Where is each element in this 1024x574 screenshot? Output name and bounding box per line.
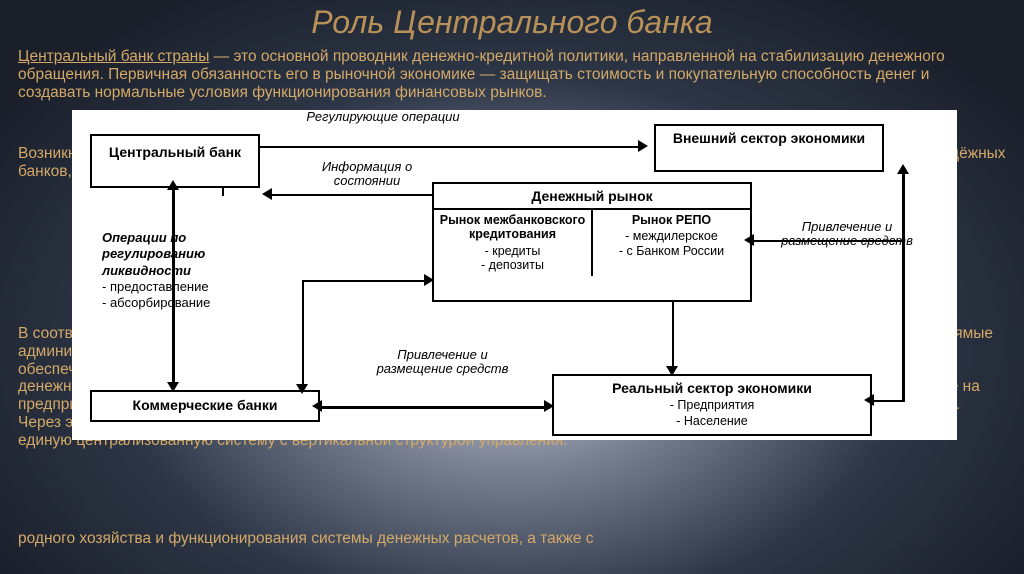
intro-paragraph: Центральный банк страны — это основной п… — [18, 48, 1006, 101]
label-liquidity-items: - предоставление - абсорбирование — [102, 279, 210, 310]
label-attract-2: Привлечение и размещение средств — [360, 348, 525, 377]
edge-cb-comm — [172, 188, 175, 388]
arrow-ext-mm — [744, 234, 754, 246]
mm-title: Денежный рынок — [434, 184, 750, 210]
mm-col1-title: Рынок межбанковского кредитования — [438, 213, 587, 242]
arrow-cb-comm-d — [167, 382, 179, 392]
edge-cb-mm-top — [260, 146, 640, 148]
arrow-ext-real — [864, 394, 874, 406]
mm-col2-items: - междилерское - с Банком России — [619, 229, 724, 257]
edge-ext-down — [902, 172, 905, 402]
label-liquidity-title: Операции по регулированию ликвидности — [102, 230, 272, 279]
mm-columns: Рынок межбанковского кредитования - кред… — [434, 210, 750, 276]
edge-comm-mm-v — [302, 280, 304, 390]
edge-comm-real — [320, 406, 550, 409]
arrow-mm-cb-info — [262, 188, 272, 200]
arrow-mm-comm — [296, 384, 308, 394]
label-liquidity-ops: Операции по регулированию ликвидности - … — [102, 230, 272, 311]
node-commercial-label: Коммерческие банки — [133, 397, 278, 413]
arrow-real-comm-l — [312, 400, 322, 412]
node-central-bank-label: Центральный банк — [109, 144, 241, 160]
arrow-mm-ext-up — [897, 164, 909, 174]
node-commercial-banks: Коммерческие банки — [90, 390, 320, 422]
label-info-state: Информация о состоянии — [292, 160, 442, 189]
node-external-label: Внешний сектор экономики — [673, 130, 865, 146]
arrow-comm-cb-u — [167, 180, 179, 190]
edge-ext-to-mm — [752, 240, 902, 242]
paragraph-4: родного хозяйства и функционирования сис… — [18, 530, 1006, 548]
edge-mm-cb-info — [272, 194, 432, 196]
edge-mm-real — [672, 302, 674, 372]
arrow-comm-real-r — [544, 400, 554, 412]
diagram-canvas: Центральный банк Внешний сектор экономик… — [72, 110, 957, 440]
intro-underline: Центральный банк страны — [18, 48, 209, 65]
mm-col2-title: Рынок РЕПО — [597, 213, 746, 227]
node-money-market: Денежный рынок Рынок межбанковского кред… — [432, 182, 752, 302]
arrow-comm-mm — [424, 274, 434, 286]
mm-col-interbank: Рынок межбанковского кредитования - кред… — [434, 210, 593, 276]
node-real-title: Реальный сектор экономики — [612, 380, 812, 396]
arrow-cb-mm-top — [638, 140, 648, 152]
edge-cb-stub — [222, 188, 224, 196]
node-real-items: - Предприятия - Население — [670, 398, 755, 428]
mm-col1-items: - кредиты - депозиты — [481, 244, 544, 272]
node-external-sector: Внешний сектор экономики — [654, 124, 884, 172]
node-real-sector: Реальный сектор экономики - Предприятия … — [552, 374, 872, 436]
edge-comm-mm-h — [302, 280, 430, 282]
page-title: Роль Центрального банка — [0, 4, 1024, 41]
edge-ext-to-real — [872, 400, 904, 402]
mm-col-repo: Рынок РЕПО - междилерское - с Банком Рос… — [593, 210, 750, 276]
arrow-mm-real — [666, 366, 678, 376]
label-reg-ops: Регулирующие операции — [298, 110, 468, 124]
